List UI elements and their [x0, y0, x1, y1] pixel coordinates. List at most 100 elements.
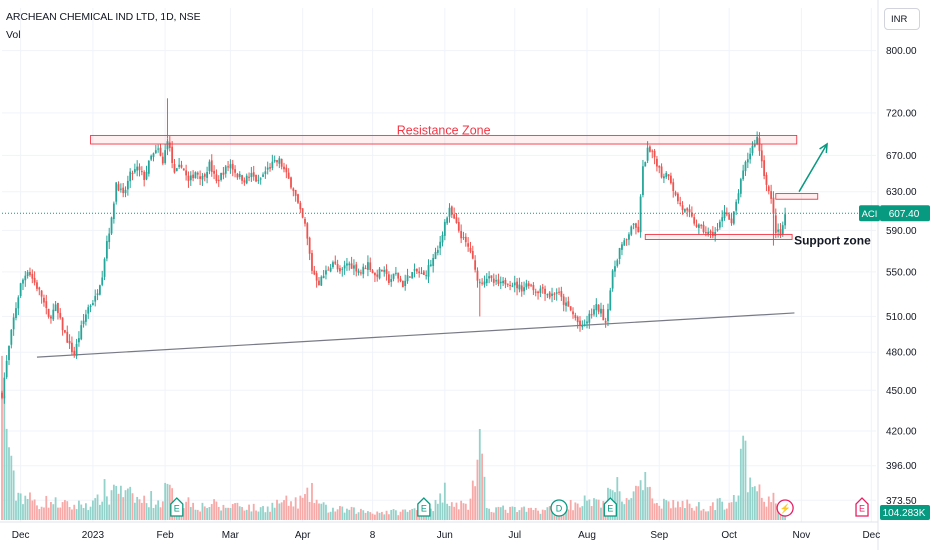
volume-bar	[637, 486, 640, 520]
candle-body	[467, 243, 470, 247]
volume-bar	[441, 502, 444, 520]
volume-bar	[348, 509, 351, 520]
volume-bar	[157, 500, 160, 520]
volume-bar	[672, 500, 675, 520]
candle-body	[572, 311, 574, 315]
candle-body	[68, 340, 71, 344]
volume-bar	[532, 510, 535, 520]
breakout-arrow[interactable]	[798, 143, 828, 193]
volume-bar	[751, 487, 754, 520]
earnings-event-marker[interactable]: E	[170, 497, 184, 517]
candle-body	[478, 281, 481, 283]
candle-body	[138, 166, 141, 171]
volume-bar	[506, 512, 509, 520]
volume-bar	[248, 504, 250, 520]
event-marker-label: E	[421, 504, 427, 514]
volume-bar	[224, 507, 227, 520]
volume-bar	[299, 495, 302, 520]
candle-body	[707, 231, 710, 235]
dividend-event-marker[interactable]: D	[550, 499, 568, 517]
candle-body	[350, 263, 353, 269]
candle-body	[523, 287, 525, 292]
candle-body	[241, 175, 243, 181]
volume-bar	[82, 508, 85, 520]
volume-bar	[534, 507, 537, 520]
earnings-event-marker[interactable]: E	[855, 497, 869, 517]
volume-bar	[101, 501, 104, 520]
y-tick-label: 480.00	[886, 348, 917, 359]
candle-body	[562, 296, 565, 305]
volume-bar	[206, 508, 208, 520]
candle-body	[96, 293, 99, 295]
candle-body	[408, 276, 411, 278]
earnings-icon	[855, 497, 869, 517]
volume-bar	[565, 510, 567, 520]
candle-body	[551, 293, 553, 296]
volume-bar	[159, 507, 162, 520]
candle-body	[283, 166, 285, 170]
volume-bar	[702, 508, 705, 520]
volume-bar	[292, 506, 295, 520]
support-trendline[interactable]	[36, 312, 795, 358]
candle-body	[651, 150, 654, 152]
candle-body	[19, 283, 22, 297]
candle-body	[371, 270, 374, 274]
time-axis[interactable]: Dec 2023 Feb Mar Apr 8 Jun Jul Aug Sep Oct Nov Dec	[0, 521, 880, 541]
earnings-event-marker[interactable]: E	[417, 497, 431, 517]
candle-body	[40, 290, 43, 297]
x-tick-label: 8	[370, 530, 376, 541]
volume-bar	[26, 498, 29, 520]
volume-bar	[439, 493, 442, 520]
volume-bar	[110, 490, 113, 520]
x-tick-label: Nov	[793, 530, 811, 541]
candle-body	[343, 265, 346, 269]
candle-body	[259, 178, 262, 180]
candle-body	[415, 268, 418, 272]
candle-body	[369, 262, 372, 270]
candle-body	[171, 146, 174, 163]
volume-bar	[632, 491, 635, 520]
volume-bar	[581, 506, 584, 520]
breakout-target-box[interactable]	[775, 193, 819, 200]
split-event-marker[interactable]: ⚡	[776, 499, 794, 517]
volume-bar	[753, 486, 756, 520]
candle-body	[481, 282, 484, 284]
candle-body	[320, 276, 323, 286]
volume-bar	[476, 459, 479, 520]
candle-body	[474, 260, 477, 270]
earnings-event-marker[interactable]: E	[603, 497, 617, 517]
volume-bar	[588, 499, 591, 520]
candle-body	[168, 142, 171, 148]
candle-body	[273, 159, 276, 162]
price-axis[interactable]: 373.50 396.00 420.00 450.00 480.00 510.00 550.…	[877, 0, 917, 550]
volume-bar	[600, 507, 602, 520]
volume-bar	[621, 501, 623, 520]
candle-body	[227, 166, 229, 168]
candle-body	[238, 173, 241, 177]
volume-bar	[285, 495, 288, 520]
support-zone-box[interactable]	[644, 233, 793, 240]
candle-body	[637, 226, 640, 232]
candle-body	[15, 308, 17, 318]
volume-bar	[597, 499, 600, 520]
volume-bar	[98, 504, 101, 520]
currency-button[interactable]: INR	[884, 8, 920, 30]
candle-body	[509, 284, 511, 286]
candle-body	[679, 202, 682, 205]
candle-body	[278, 158, 281, 164]
volume-indicator-label[interactable]: Vol	[6, 29, 21, 41]
candle-body	[427, 265, 430, 277]
volume-bar	[376, 511, 379, 520]
candle-body	[131, 173, 134, 175]
candle-body	[64, 330, 66, 333]
volume-bar	[61, 502, 64, 520]
candle-body	[175, 168, 178, 171]
candle-body	[658, 165, 661, 168]
candle-body	[758, 138, 761, 151]
candle-body	[245, 175, 248, 184]
volume-bar	[136, 496, 139, 520]
resistance-zone-box[interactable]	[90, 134, 798, 145]
candle-body	[269, 167, 271, 169]
